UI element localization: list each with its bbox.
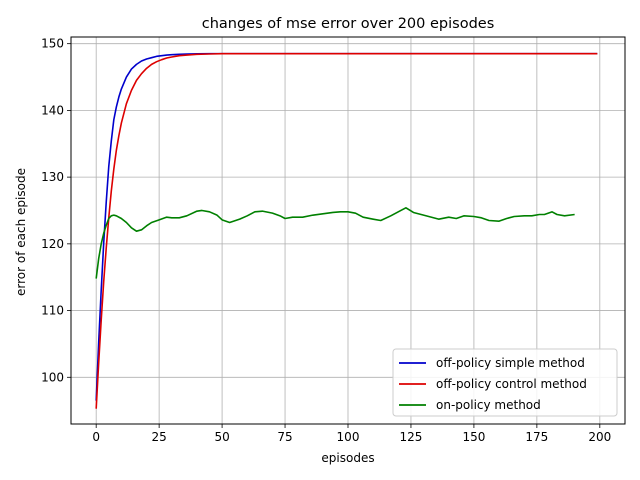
axis-ticks: 0 25 50 75 100 125 150 175 200 100 110 120 130 140 150: [41, 37, 611, 444]
x-tick-label: 25: [151, 430, 166, 444]
x-tick-label: 50: [214, 430, 229, 444]
y-tick-label: 110: [41, 304, 64, 318]
y-axis-label: error of each episode: [14, 168, 28, 296]
legend: off-policy simple method off-policy contr…: [392, 348, 618, 417]
x-tick-label: 75: [277, 430, 292, 444]
y-tick-label: 130: [41, 170, 64, 184]
series-line-on-policy-method: [95, 207, 575, 279]
x-tick-label: 200: [588, 430, 611, 444]
x-tick-label: 100: [337, 430, 360, 444]
series-line-off-policy-control-method: [95, 52, 598, 409]
y-tick-label: 150: [41, 37, 64, 51]
legend-entry: on-policy method: [436, 398, 541, 412]
legend-entry: off-policy simple method: [436, 356, 585, 370]
y-tick-label: 140: [41, 103, 64, 117]
legend-entry: off-policy control method: [436, 377, 587, 391]
series-lines: [95, 52, 598, 409]
x-tick-label: 175: [525, 430, 548, 444]
x-tick-label: 125: [400, 430, 423, 444]
x-tick-label: 0: [92, 430, 100, 444]
x-tick-label: 150: [462, 430, 485, 444]
x-axis-label: episodes: [321, 451, 374, 465]
chart-title: changes of mse error over 200 episodes: [202, 16, 495, 32]
legend-box: [392, 348, 618, 417]
y-tick-label: 120: [41, 237, 64, 251]
y-tick-label: 100: [41, 370, 64, 384]
